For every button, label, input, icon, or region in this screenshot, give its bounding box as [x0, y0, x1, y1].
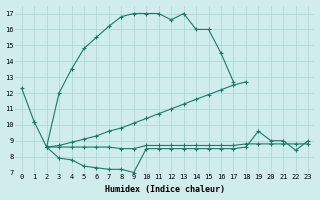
- X-axis label: Humidex (Indice chaleur): Humidex (Indice chaleur): [105, 185, 225, 194]
